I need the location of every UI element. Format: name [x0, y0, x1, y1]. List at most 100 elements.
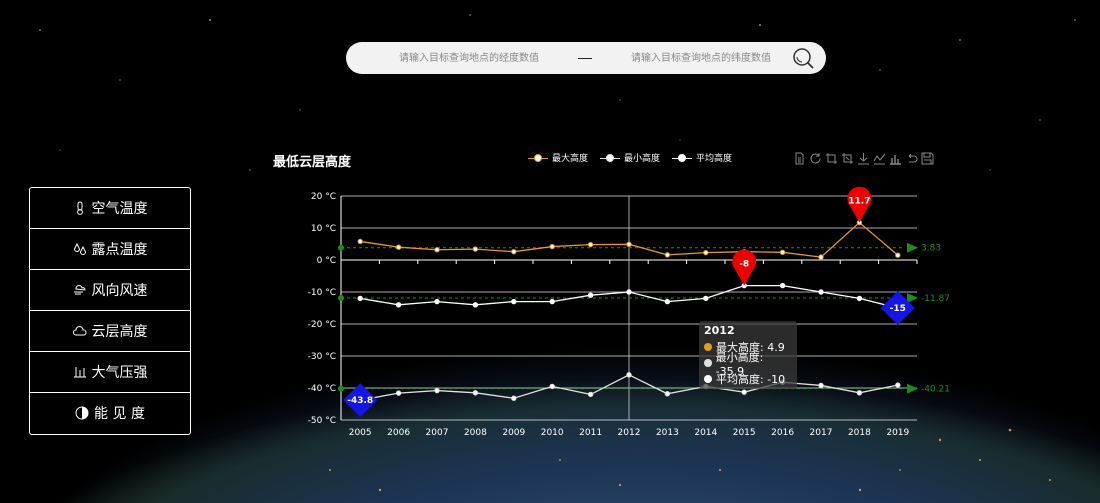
y-tick-label: -30 °C [308, 352, 336, 362]
data-point [511, 395, 517, 401]
x-tick-label: 2006 [387, 428, 410, 438]
average-label: -40.21 [921, 385, 950, 395]
data-point [818, 289, 824, 295]
data-point [626, 241, 632, 248]
menu-item-cloud-height[interactable]: 云层高度 [30, 311, 190, 352]
menu-item-label: 露点温度 [91, 242, 148, 258]
tooltip-marker-max [704, 343, 712, 351]
tooltip-title: 2012 [704, 324, 735, 337]
menu-item-label: 大气压强 [91, 365, 148, 381]
tooltip-row-avg: 平均高度: -10 [716, 373, 786, 386]
legend-label: 最大高度 [552, 154, 589, 164]
data-point [549, 298, 555, 305]
save-icon[interactable] [921, 152, 934, 165]
x-tick-label: 2016 [771, 428, 794, 438]
average-line-start [338, 294, 344, 301]
menu-item-visibility[interactable]: 能 见 度 [30, 393, 190, 433]
y-tick-label: -50 °C [308, 416, 336, 426]
data-point [587, 241, 594, 248]
legend-item-avg[interactable]: 平均高度 [672, 151, 732, 164]
pressure-icon [73, 367, 86, 378]
y-tick-label: 0 °C [317, 256, 336, 266]
chart-title: 最低云层高度 [273, 155, 352, 170]
legend-item-min[interactable]: 最小高度 [600, 151, 660, 164]
data-point [434, 247, 440, 253]
line-chart-icon[interactable] [873, 152, 886, 165]
tooltip-row-min: 最小高度: -35.9 [715, 350, 764, 378]
x-tick-label: 2011 [579, 428, 602, 438]
data-point [818, 382, 824, 389]
data-point [357, 295, 363, 302]
min-diamond-marker [343, 383, 378, 418]
data-point [856, 295, 863, 302]
data-point [395, 302, 402, 308]
max-pin-label: -8 [739, 260, 749, 270]
data-point [395, 244, 402, 250]
data-point [703, 295, 709, 302]
data-point [472, 246, 479, 252]
crop-reset-icon[interactable] [841, 152, 854, 165]
menu-item-air-temperature[interactable]: 空气温度 [30, 188, 190, 229]
menu-item-label: 风向风速 [91, 283, 148, 299]
bar-chart-icon[interactable] [889, 152, 902, 165]
download-icon[interactable] [857, 152, 870, 165]
data-point [779, 249, 786, 256]
average-line-arrow [907, 383, 918, 394]
latitude-input[interactable] [604, 51, 798, 65]
y-tick-label: -20 °C [308, 320, 336, 330]
data-view-icon[interactable] [793, 152, 806, 165]
max-pin-marker [847, 186, 872, 223]
data-point [664, 391, 671, 397]
data-point [626, 289, 632, 295]
y-tick-label: 10 °C [311, 224, 336, 234]
data-point [511, 298, 517, 305]
data-point [434, 387, 440, 394]
x-tick-label: 2007 [426, 428, 449, 438]
menu-item-label: 云层高度 [91, 324, 148, 340]
legend-label: 最小高度 [624, 154, 661, 164]
legend-item-max[interactable]: 最大高度 [528, 151, 588, 164]
data-point [472, 302, 479, 308]
menu-item-pressure[interactable]: 大气压强 [30, 352, 190, 393]
data-point [664, 252, 671, 258]
cloud-icon [72, 326, 87, 336]
crop-icon[interactable] [825, 152, 838, 165]
search-icon[interactable] [792, 47, 814, 69]
average-line-start [338, 244, 344, 251]
wind-icon [73, 284, 85, 295]
metric-menu: 空气温度 露点温度 风向风速 云层高度 大气压强 能 见 度 [29, 187, 191, 435]
x-tick-label: 2015 [733, 428, 756, 438]
data-point [779, 282, 786, 289]
legend-label: 平均高度 [696, 154, 733, 164]
dewpoint-icon [73, 242, 86, 255]
data-point [434, 298, 440, 305]
tooltip-marker-avg [704, 375, 712, 383]
chart-toolbox [793, 152, 937, 165]
data-point [895, 382, 901, 388]
chart-legend: 最大高度 最小高度 平均高度 [528, 151, 744, 164]
data-point [741, 389, 747, 395]
longitude-input[interactable] [372, 51, 566, 65]
min-diamond-label: -43.8 [347, 396, 373, 406]
data-point [587, 292, 594, 298]
x-tick-label: 2010 [541, 428, 564, 438]
separator-dash [578, 57, 592, 59]
x-tick-label: 2018 [848, 428, 871, 438]
data-point [587, 391, 594, 398]
max-pin-label: 11.7 [848, 197, 870, 207]
chart-tooltip: 2012 最大高度: 4.9 最小高度: -35.9 平均高度: -10 [699, 321, 797, 389]
menu-item-dew-point[interactable]: 露点温度 [30, 229, 190, 270]
data-point [395, 390, 402, 396]
undo-icon[interactable] [905, 152, 918, 165]
refresh-icon[interactable] [809, 152, 822, 165]
x-tick-label: 2014 [694, 428, 717, 438]
tooltip-row-max: 最大高度: 4.9 [716, 341, 785, 354]
data-point [626, 372, 632, 378]
y-tick-label: -10 °C [308, 288, 336, 298]
menu-item-label: 空气温度 [91, 201, 148, 217]
data-point [549, 383, 555, 390]
y-tick-label: 20 °C [311, 192, 336, 202]
menu-item-wind[interactable]: 风向风速 [30, 270, 190, 311]
coordinate-search-bar [346, 42, 826, 74]
visibility-icon [75, 406, 89, 420]
